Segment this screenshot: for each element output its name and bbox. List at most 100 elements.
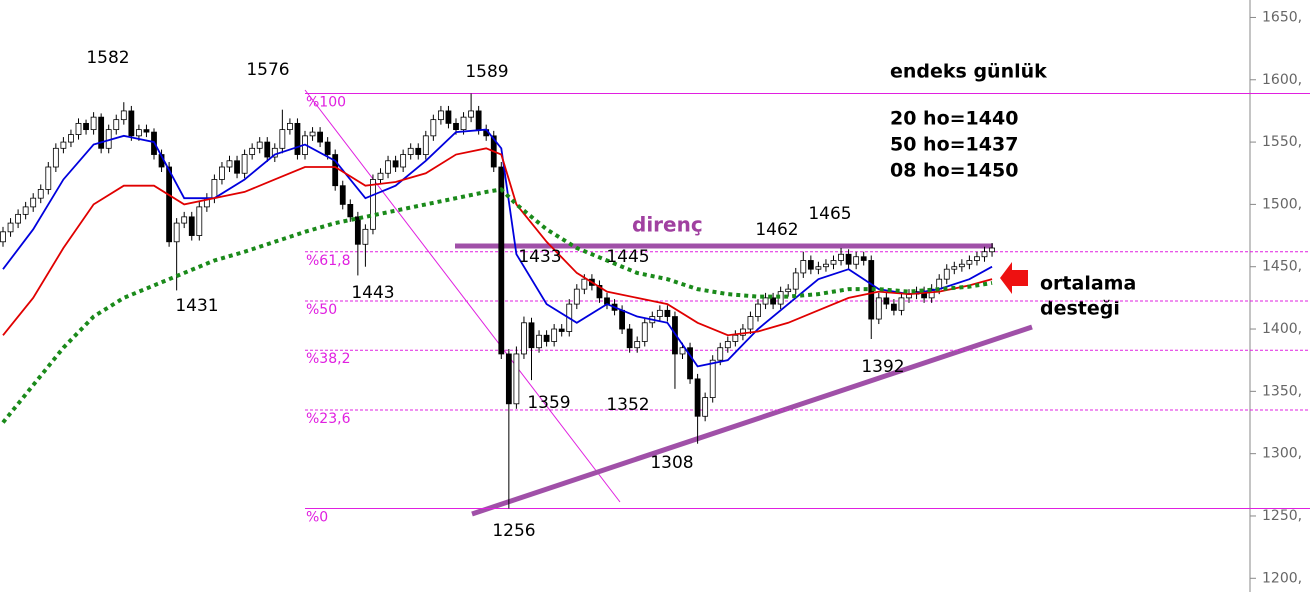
y-tick-label: 1450, <box>1262 259 1302 275</box>
candle-body <box>468 110 475 118</box>
fib-label: %61,8 <box>306 253 350 269</box>
candle-body <box>891 303 897 311</box>
candle-body <box>687 347 693 380</box>
info-line: 50 ho=1437 <box>890 134 1018 156</box>
info-line: 08 ho=1450 <box>890 160 1018 182</box>
price-label: 1256 <box>492 521 535 541</box>
candle-body <box>30 197 37 208</box>
candle-body <box>951 266 958 270</box>
support-label: ortalama <box>1040 273 1136 295</box>
candle-body <box>392 160 399 168</box>
candle-body <box>98 116 105 149</box>
y-tick-label: 1650, <box>1262 9 1302 25</box>
candle-body <box>755 303 761 317</box>
candle-body <box>709 359 716 398</box>
candle-body <box>15 213 22 224</box>
candle-body <box>740 328 746 336</box>
candle-body <box>875 297 882 320</box>
candle-body <box>521 322 527 355</box>
price-label: 1352 <box>606 395 649 415</box>
fib-label: %0 <box>306 509 328 525</box>
candle-body <box>0 231 6 243</box>
candle-body <box>113 119 120 131</box>
y-tick-label: 1550, <box>1262 134 1302 150</box>
ma-line <box>2 147 993 337</box>
price-label: 1576 <box>246 60 289 80</box>
candle-body <box>785 288 792 293</box>
candle-body <box>679 347 686 355</box>
candle-body <box>52 147 59 168</box>
fib-diagonal <box>304 89 621 503</box>
fib-label: %38,2 <box>306 351 350 367</box>
price-label: 1445 <box>606 247 649 267</box>
candle-body <box>762 297 769 305</box>
candle-body <box>166 166 173 243</box>
price-label: 1443 <box>351 283 394 303</box>
candle-body <box>219 166 225 180</box>
candle-body <box>332 154 339 187</box>
y-tick-label: 1500, <box>1262 196 1302 212</box>
candle-body <box>271 147 278 158</box>
fib-label: %100 <box>306 94 346 110</box>
price-label: 1392 <box>861 357 904 377</box>
fib-label: %23,6 <box>306 411 351 427</box>
candle-body <box>823 263 829 268</box>
candle-body <box>626 328 633 349</box>
candle-body <box>792 272 799 290</box>
candle-body <box>196 206 203 236</box>
candle-body <box>558 328 565 332</box>
candle-body <box>347 203 354 218</box>
candle-body <box>475 110 482 131</box>
price-label: 1359 <box>527 393 570 413</box>
candle-body <box>234 160 240 174</box>
candle-body <box>536 334 542 349</box>
y-tick-label: 1600, <box>1262 72 1302 88</box>
candle-body <box>422 135 429 155</box>
price-label: 1433 <box>518 247 561 267</box>
candle-body <box>143 129 150 133</box>
candle-body <box>68 134 74 143</box>
y-tick-label: 1300, <box>1262 446 1302 462</box>
ma-line <box>2 128 993 368</box>
candle-body <box>800 260 807 274</box>
candle-body <box>128 110 135 137</box>
arrow <box>1000 262 1028 294</box>
candle-body <box>415 147 422 155</box>
candle-body <box>60 141 67 149</box>
candle-body <box>815 266 822 270</box>
candle-body <box>498 166 505 355</box>
candle-body <box>430 119 437 137</box>
candle-body <box>958 263 965 268</box>
candle-body <box>75 122 82 136</box>
candle-body <box>747 316 754 330</box>
candle-body <box>370 179 376 230</box>
candle-body <box>898 297 905 311</box>
candle-body <box>543 334 550 342</box>
fib-label: %50 <box>306 302 337 318</box>
candle-body <box>830 260 837 265</box>
price-label: 1589 <box>465 62 508 82</box>
candle-body <box>702 397 709 417</box>
candle-body <box>354 216 361 245</box>
support-trendline <box>471 324 1033 517</box>
candle-body <box>324 141 331 155</box>
candle-body <box>634 341 641 349</box>
candle-body <box>188 216 195 236</box>
price-label: 1465 <box>808 204 851 224</box>
candle-body <box>226 160 233 168</box>
price-label: 1308 <box>650 453 693 473</box>
candle-body <box>845 253 852 265</box>
candle-body <box>943 268 950 280</box>
candle-body <box>279 129 286 149</box>
candle-body <box>286 122 293 131</box>
candle-body <box>989 247 995 253</box>
candle-body <box>256 141 263 149</box>
candle-body <box>656 309 663 317</box>
candle-body <box>264 141 271 158</box>
candle-body <box>135 129 142 137</box>
candle-body <box>694 378 701 417</box>
candle-body <box>732 334 739 342</box>
candle-body <box>505 353 512 405</box>
candle-body <box>294 122 301 155</box>
